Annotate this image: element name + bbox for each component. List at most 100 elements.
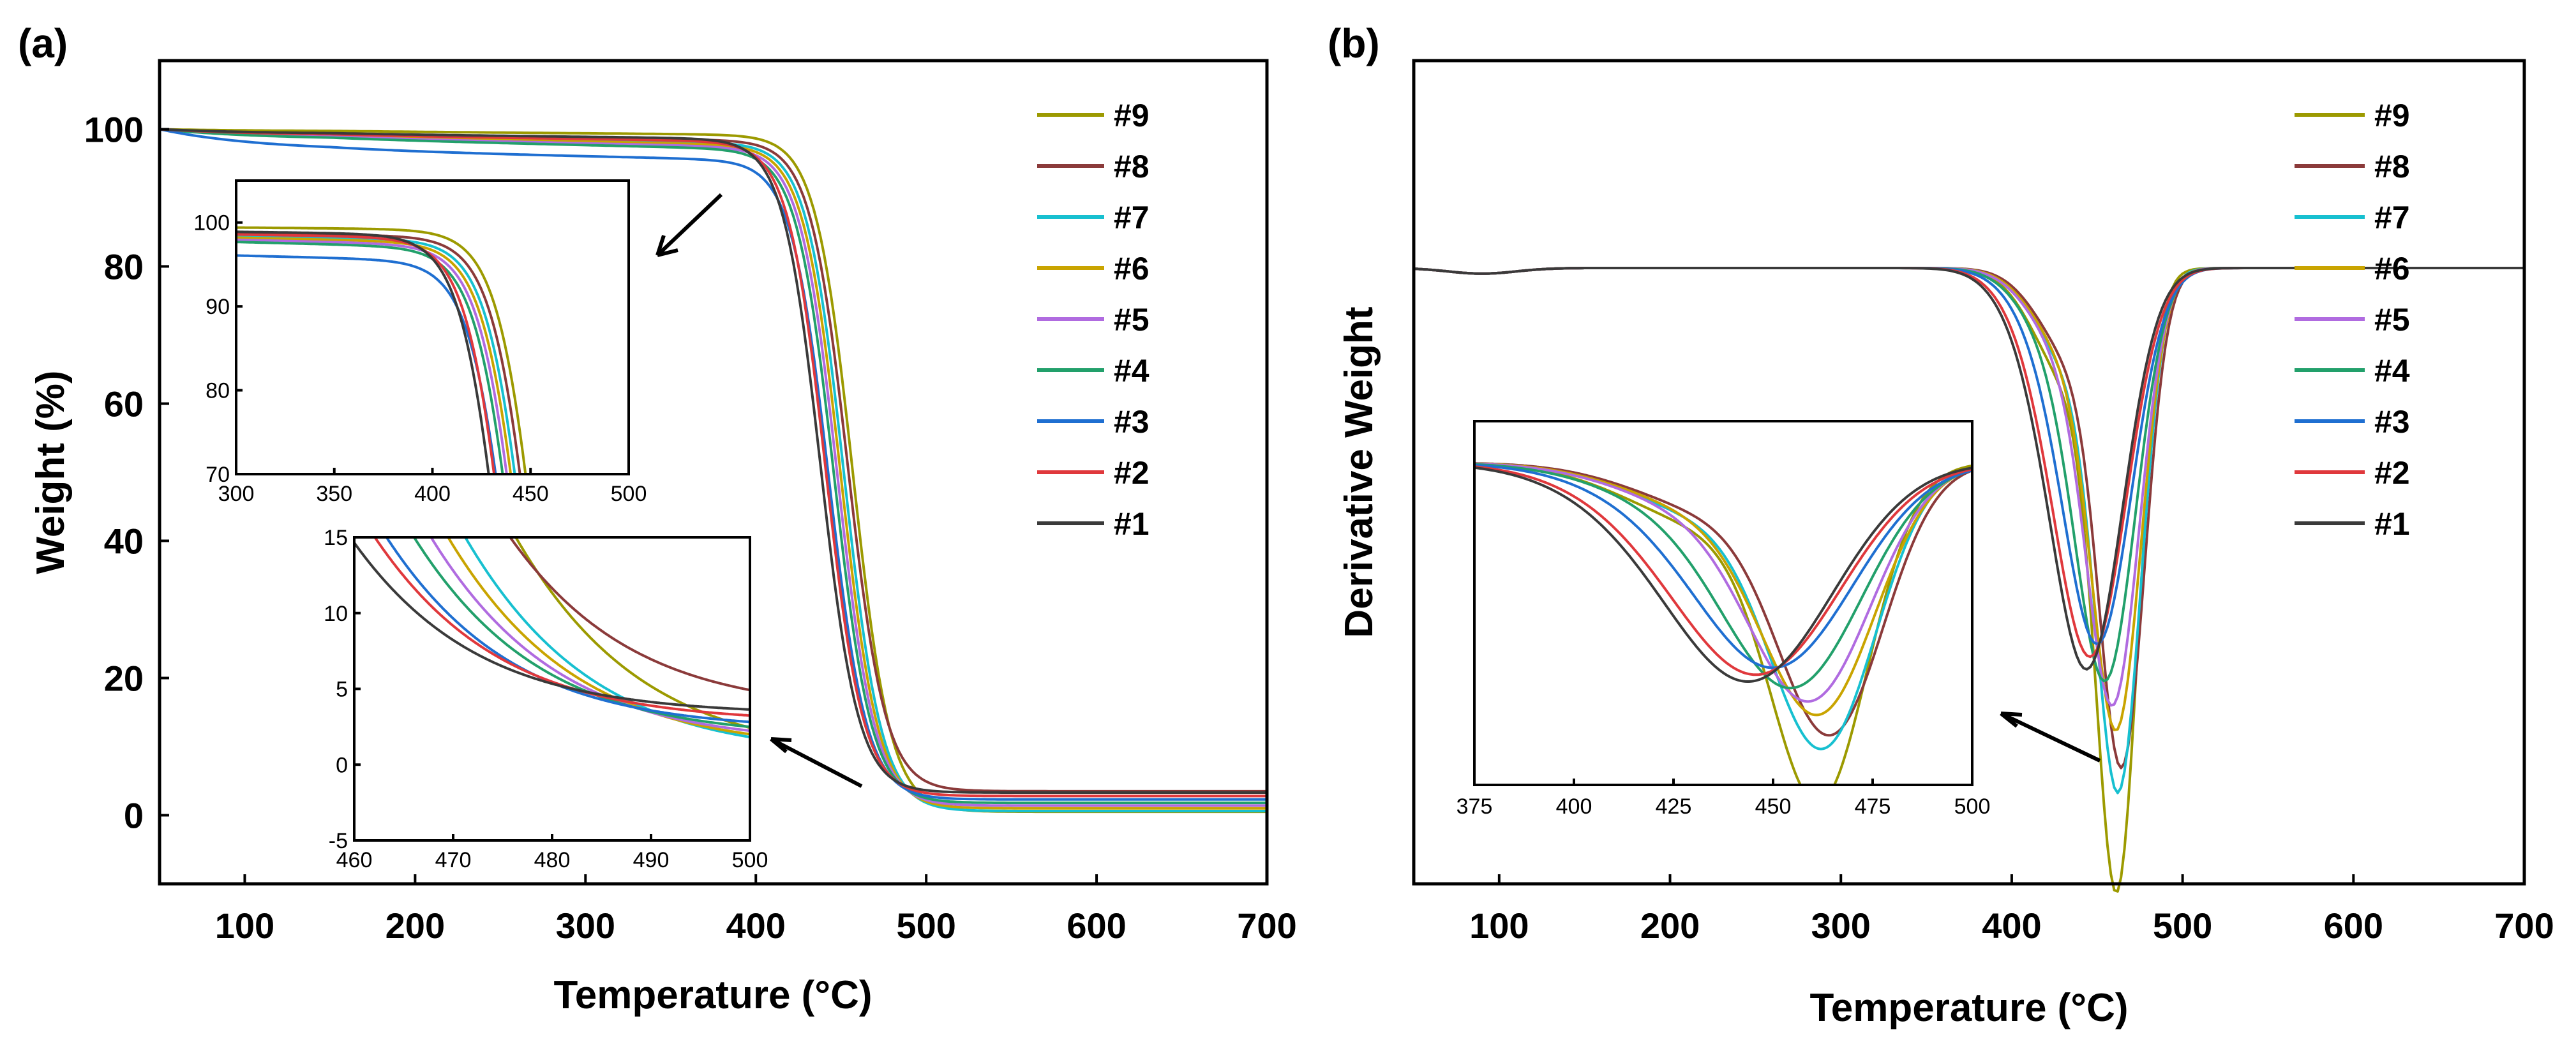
panel-a-series-line [158,128,1268,805]
panel-b-x-ticks: 100 200 300 400 500 600 700 [1469,874,2554,946]
panel-b-x-tick-label: 400 [1982,906,2041,946]
inset-x-tick-label: 500 [611,482,647,506]
panel-a-y-tick-label: 20 [104,659,144,699]
panel-a-legend-label: #1 [1114,506,1149,542]
panel-a-x-axis-label: Temperature (°C) [553,973,872,1017]
panel-b-legend-label: #4 [2374,353,2410,389]
panel-a-inset-lower: 460 470 480 490 500 -5 0 5 10 15 [324,526,768,872]
inset-series-line [430,537,750,733]
inset-y-tick-label: 10 [324,602,348,626]
panel-a-inset-upper-ticks: 300 350 400 450 500 70 80 90 100 [193,211,647,506]
inset-series-line [236,232,521,474]
panel-b-label: (b) [1328,20,1380,66]
panel-b-legend-label: #7 [2374,200,2410,235]
panel-a-arrow-lower [770,737,863,788]
panel-a-legend-label: #9 [1114,98,1149,133]
panel-b-x-axis-label: Temperature (°C) [1809,986,2128,1030]
inset-x-tick-label: 400 [414,482,451,506]
panel-b-inset-series-line [1474,463,1972,669]
panel-b: (b) 100 200 300 400 500 600 700 Temperature (°… [1328,20,2554,1030]
panel-a-legend-label: #5 [1114,302,1149,338]
panel-b-inset-series-line [1474,463,1972,690]
panel-b-inset-series-line [1474,465,1972,676]
inset-x-tick-label: 490 [633,848,670,872]
panel-a-x-tick-label: 600 [1067,906,1126,946]
panel-a-label: (a) [18,20,68,66]
panel-b-x-tick-label: 700 [2494,906,2554,946]
panel-b-legend-label: #1 [2374,506,2410,542]
inset-series-line [236,233,496,474]
inset-series-line [236,254,497,474]
inset-y-tick-label: 80 [206,379,230,403]
inset-x-tick-label: 450 [513,482,549,506]
panel-a-plot-frame [158,59,1269,886]
panel-a-series-group [158,128,1268,814]
panel-a-inset-upper: 300 350 400 450 500 70 80 90 100 [193,179,647,506]
inset-series-line [236,234,516,474]
inset-x-tick-label: 300 [218,482,255,506]
panel-b-x-tick-label: 300 [1811,906,1871,946]
inset-y-tick-label: -5 [329,829,348,853]
panel-a-x-tick-label: 700 [1237,906,1296,946]
inset-series-line [508,537,750,692]
inset-series-line [412,537,750,728]
panel-a-x-tick-label: 400 [726,906,786,946]
panel-a-legend-label: #6 [1114,251,1149,287]
panel-a-x-tick-label: 200 [386,906,445,946]
panel-b-inset-x-tick-label: 425 [1656,794,1692,819]
panel-b-legend-label: #8 [2374,149,2410,184]
panel-a-series-line [158,128,1268,794]
panel-b-y-axis-label: Derivative Weight [1337,306,1381,638]
panel-a-x-tick-label: 100 [215,906,274,946]
panel-b-legend-label: #5 [2374,302,2410,338]
panel-a-x-ticks: 100 200 300 400 500 600 700 [215,874,1297,946]
panel-b-inset: 375 400 425 450 475 500 [1456,420,1991,819]
panel-b-inset-clip [1474,462,1972,785]
inset-series-line [236,226,527,474]
panel-a-legend-label: #4 [1114,353,1149,389]
inset-y-tick-label: 90 [206,295,230,319]
inset-series-line [236,238,508,474]
panel-a-legend-label: #3 [1114,404,1149,440]
panel-a-inset-lower-series [354,537,750,738]
inset-y-tick-label: 70 [206,463,230,487]
panel-a-y-tick-label: 0 [124,796,144,836]
panel-b-x-tick-label: 100 [1469,906,1529,946]
inset-y-tick-label: 100 [193,211,230,235]
inset-x-tick-label: 480 [534,848,571,872]
panel-b-inset-ticks: 375 400 425 450 475 500 [1456,779,1991,819]
panel-b-inset-series-line [1474,466,1972,683]
panel-a-y-tick-label: 40 [104,521,144,562]
inset-x-tick-label: 460 [336,848,373,872]
panel-b-arrow [2000,712,2101,763]
panel-b-inset-x-tick-label: 475 [1855,794,1891,819]
panel-a-legend-label: #8 [1114,149,1149,184]
panel-a-series-line [158,128,1268,801]
panel-b-inset-frame [1473,420,1973,786]
panel-b-inset-border [1473,420,1973,786]
inset-y-tick-label: 0 [336,753,348,777]
inset-x-tick-label: 500 [732,848,768,872]
panel-a-inset-upper-series [236,226,527,474]
inset-series-line [236,230,490,474]
panel-b-x-tick-label: 200 [1640,906,1700,946]
inset-series-line [354,541,750,711]
panel-b-legend-label: #2 [2374,455,2410,491]
a-inset2-series-clip [354,537,750,738]
panel-b-x-tick-label: 600 [2324,906,2383,946]
inset-series-line [446,537,750,736]
panel-b-inset-x-tick-label: 375 [1456,794,1493,819]
panel-a-x-tick-label: 500 [896,906,955,946]
panel-b-legend-label: #9 [2374,98,2410,133]
inset-series-line [373,537,750,717]
panel-a-x-tick-label: 300 [556,906,615,946]
panel-a-y-tick-label: 80 [104,247,144,287]
panel-b-plot-frame [1412,59,2526,886]
panel-a-inset-lower-ticks: 460 470 480 490 500 -5 0 5 10 15 [324,526,768,872]
panel-b-inset-series-line [1474,462,1972,737]
panel-b-inset-x-tick-label: 500 [1954,794,1991,819]
inset-series-line [236,236,513,474]
panel-a-legend: #9 #8 #7 #6 #5 #4 #3 #2 #1 [1037,98,1149,542]
